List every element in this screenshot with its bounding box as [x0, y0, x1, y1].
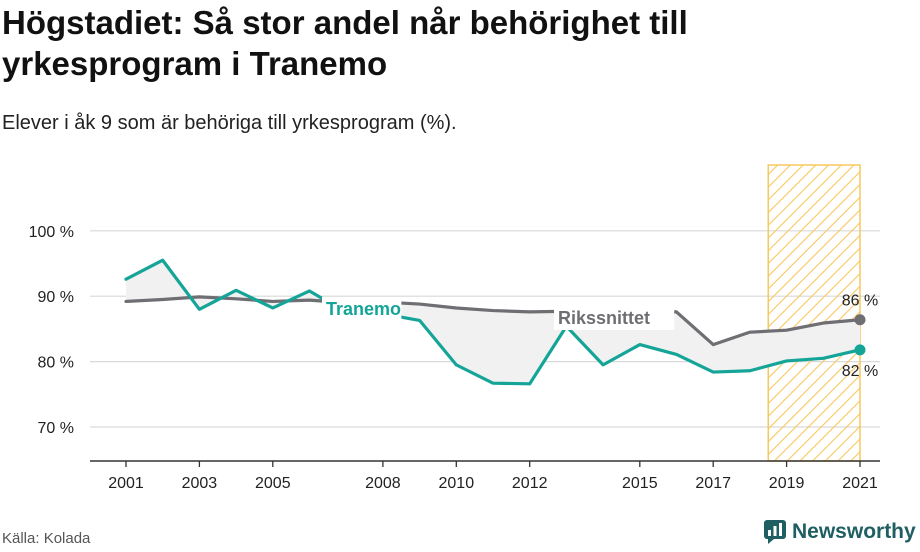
y-tick-label: 70 %: [38, 420, 74, 437]
x-tick-label: 2005: [255, 475, 291, 492]
chart-subtitle: Elever i åk 9 som är behöriga till yrkes…: [2, 112, 457, 134]
x-tick-label: 2001: [108, 475, 144, 492]
series-lines: [124, 258, 866, 386]
y-tick-label: 100 %: [29, 224, 74, 241]
x-tick-label: 2008: [365, 475, 401, 492]
highlight-period: [767, 164, 861, 462]
newsworthy-logo-icon: [764, 520, 786, 544]
source-note: Källa: Kolada: [2, 530, 91, 547]
x-tick-label: 2015: [622, 475, 658, 492]
chart-title: Högstadiet: Så stor andel når behörighet…: [2, 4, 688, 82]
series-line-tranemo: [124, 258, 862, 386]
x-tick-label: 2019: [769, 475, 805, 492]
brand-name: Newsworthy: [792, 520, 916, 543]
tranemo-label-bg: [322, 297, 402, 321]
rikssnittet-label-bg: [554, 306, 675, 330]
brand-logo: Newsworthy: [764, 520, 916, 544]
y-tick-label: 90 %: [38, 289, 74, 306]
end-point-rikssnittet: [854, 314, 866, 326]
x-tick-label: 2017: [695, 475, 731, 492]
labels: 70 % 80 % 90 % 100 % 2001 2003 2005 2008 2010 201…: [29, 224, 879, 492]
x-tick-label: 2012: [512, 475, 548, 492]
tranemo-label: Tranemo: [326, 299, 401, 319]
rikssnittet-label: Rikssnittet: [558, 308, 650, 328]
end-point-tranemo: [854, 344, 866, 356]
series-line-rikssnittet: [124, 295, 862, 347]
x-tick-label: 2003: [182, 475, 218, 492]
end-label-rikssnittet: 86 %: [842, 293, 878, 310]
y-tick-label: 80 %: [38, 355, 74, 372]
end-label-tranemo: 82 %: [842, 363, 878, 380]
difference-area: [126, 260, 860, 384]
x-tick-label: 2010: [439, 475, 475, 492]
difference-fill: [126, 260, 860, 384]
x-tick-label: 2021: [842, 475, 878, 492]
highlight-band: [767, 164, 861, 462]
axes: [90, 460, 880, 467]
